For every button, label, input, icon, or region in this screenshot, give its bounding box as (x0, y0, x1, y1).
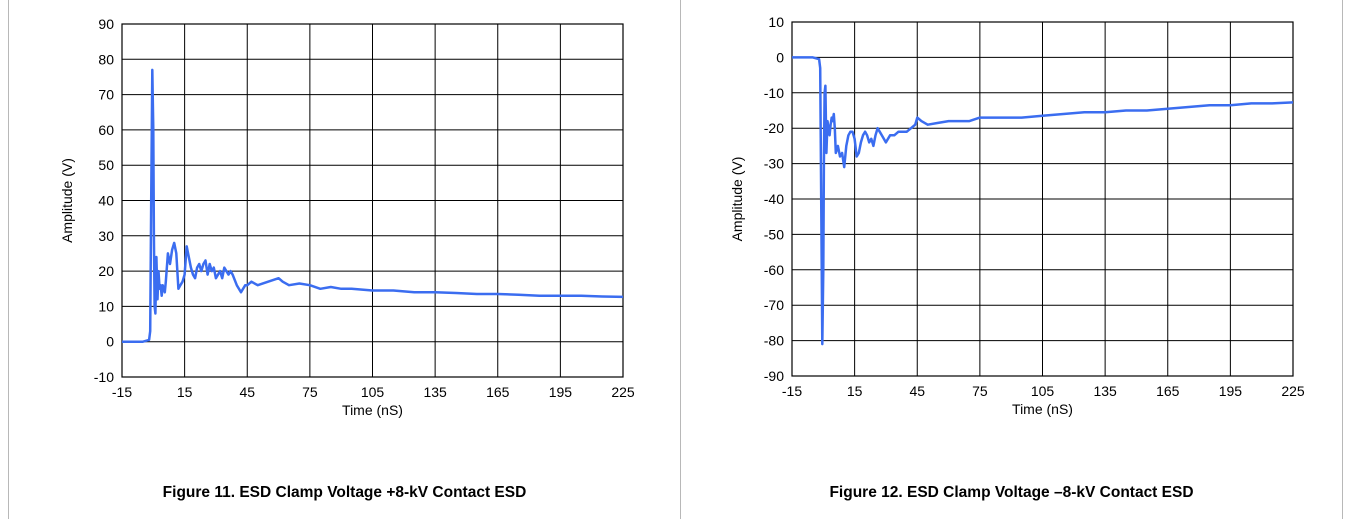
x-tick-label: 165 (486, 384, 510, 400)
x-tick-label: 135 (1093, 383, 1117, 399)
y-tick-label: 30 (98, 228, 114, 244)
x-tick-label: 45 (239, 384, 255, 400)
x-tick-label: 75 (302, 384, 318, 400)
x-tick-label: 45 (909, 383, 925, 399)
y-tick-label: 80 (98, 51, 114, 67)
x-tick-label: 225 (611, 384, 635, 400)
series-line (792, 56, 1294, 346)
chart-panel-figure-11: -15 15 45 75 105 135 165 195 225 -10 0 10 20 30 40 50 60… (8, 0, 680, 519)
y-tick-label: 50 (98, 157, 114, 173)
y-tick-label: -40 (764, 191, 784, 207)
y-tick-label: 0 (776, 49, 784, 65)
x-tick-label: 15 (177, 384, 193, 400)
x-tick-label: -15 (782, 383, 802, 399)
plot-frame (121, 23, 624, 378)
x-axis-label: Time (nS) (1012, 401, 1073, 417)
x-tick-label: 195 (1219, 383, 1243, 399)
plot-frame (791, 21, 1294, 377)
y-axis-label: Amplitude (V) (729, 157, 745, 242)
chart-figure-12: -15 15 45 75 105 135 165 195 225 -90 -80 -70 -60 -50 -… (729, 14, 1305, 417)
y-tick-label: -80 (764, 333, 784, 349)
figure-caption: Figure 12. ESD Clamp Voltage –8-kV Conta… (829, 484, 1194, 501)
y-tick-label: -30 (764, 156, 784, 172)
x-tick-label: 195 (549, 384, 573, 400)
chart-figure-11: -15 15 45 75 105 135 165 195 225 -10 0 10 20 30 40 50 60… (59, 16, 635, 418)
y-tick-label: -60 (764, 262, 784, 278)
x-tick-label: 165 (1156, 383, 1180, 399)
x-tick-label: 105 (1031, 383, 1055, 399)
x-tick-label: -15 (112, 384, 132, 400)
y-tick-label: 10 (98, 298, 114, 314)
chart-panel-figure-12: -15 15 45 75 105 135 165 195 225 -90 -80 -70 -60 -50 -… (680, 0, 1343, 519)
y-tick-label: -70 (764, 297, 784, 313)
y-tick-label: -20 (764, 120, 784, 136)
x-tick-label: 15 (847, 383, 863, 399)
figure-caption: Figure 11. ESD Clamp Voltage +8-kV Conta… (162, 484, 527, 501)
y-tick-label: 90 (98, 16, 114, 32)
x-tick-label: 75 (972, 383, 988, 399)
series-line (122, 68, 624, 343)
y-tick-label: 70 (98, 87, 114, 103)
y-tick-label: -50 (764, 226, 784, 242)
y-tick-label: 0 (106, 334, 114, 350)
y-axis-label: Amplitude (V) (59, 158, 75, 243)
y-tick-label: -10 (94, 369, 114, 385)
y-tick-label: 60 (98, 122, 114, 138)
y-tick-label: -10 (764, 85, 784, 101)
y-tick-label: 20 (98, 263, 114, 279)
x-axis-label: Time (nS) (342, 402, 403, 418)
x-tick-label: 105 (361, 384, 385, 400)
y-tick-label: 10 (768, 14, 784, 30)
x-tick-label: 225 (1281, 383, 1305, 399)
y-tick-label: 40 (98, 193, 114, 209)
y-tick-label: -90 (764, 368, 784, 384)
x-tick-label: 135 (423, 384, 447, 400)
